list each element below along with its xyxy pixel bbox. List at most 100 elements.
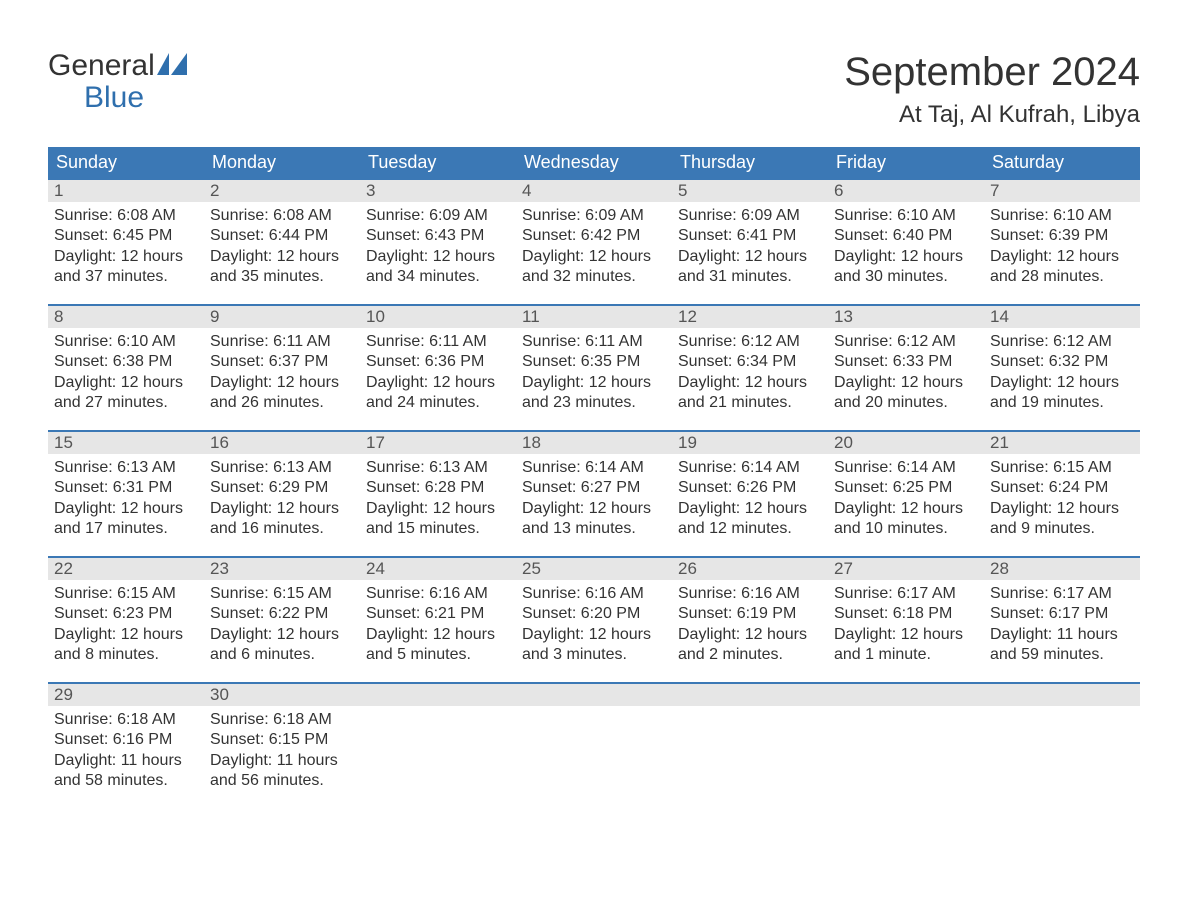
day-body: Sunrise: 6:11 AMSunset: 6:35 PMDaylight:… [516,328,672,424]
sunset-line: Sunset: 6:38 PM [54,352,198,372]
dow-tuesday: Tuesday [360,147,516,178]
sunrise-line: Sunrise: 6:10 AM [834,206,978,226]
day-body: Sunrise: 6:17 AMSunset: 6:17 PMDaylight:… [984,580,1140,676]
sunrise-line: Sunrise: 6:18 AM [54,710,198,730]
daylight-line: Daylight: 12 hours and 24 minutes. [366,373,510,414]
day-body [672,706,828,720]
day-number: 11 [516,304,672,328]
day-cell: 2Sunrise: 6:08 AMSunset: 6:44 PMDaylight… [204,178,360,304]
day-number [828,682,984,706]
sunrise-line: Sunrise: 6:15 AM [990,458,1134,478]
sunrise-line: Sunrise: 6:13 AM [366,458,510,478]
day-body: Sunrise: 6:08 AMSunset: 6:44 PMDaylight:… [204,202,360,298]
logo: General Blue [48,50,187,113]
day-cell: 19Sunrise: 6:14 AMSunset: 6:26 PMDayligh… [672,430,828,556]
sunrise-line: Sunrise: 6:15 AM [54,584,198,604]
sunrise-line: Sunrise: 6:11 AM [366,332,510,352]
day-body: Sunrise: 6:09 AMSunset: 6:42 PMDaylight:… [516,202,672,298]
daylight-line: Daylight: 12 hours and 17 minutes. [54,499,198,540]
dow-wednesday: Wednesday [516,147,672,178]
day-number: 18 [516,430,672,454]
sunset-line: Sunset: 6:25 PM [834,478,978,498]
weeks-container: 1Sunrise: 6:08 AMSunset: 6:45 PMDaylight… [48,178,1140,808]
day-cell: 3Sunrise: 6:09 AMSunset: 6:43 PMDaylight… [360,178,516,304]
day-body: Sunrise: 6:13 AMSunset: 6:29 PMDaylight:… [204,454,360,550]
daylight-line: Daylight: 12 hours and 31 minutes. [678,247,822,288]
day-number [672,682,828,706]
day-body: Sunrise: 6:12 AMSunset: 6:34 PMDaylight:… [672,328,828,424]
day-cell: 27Sunrise: 6:17 AMSunset: 6:18 PMDayligh… [828,556,984,682]
daylight-line: Daylight: 12 hours and 3 minutes. [522,625,666,666]
day-cell: 25Sunrise: 6:16 AMSunset: 6:20 PMDayligh… [516,556,672,682]
day-cell: 26Sunrise: 6:16 AMSunset: 6:19 PMDayligh… [672,556,828,682]
sunrise-line: Sunrise: 6:17 AM [834,584,978,604]
day-number: 21 [984,430,1140,454]
day-body: Sunrise: 6:18 AMSunset: 6:15 PMDaylight:… [204,706,360,802]
day-number: 20 [828,430,984,454]
day-body: Sunrise: 6:18 AMSunset: 6:16 PMDaylight:… [48,706,204,802]
sunset-line: Sunset: 6:43 PM [366,226,510,246]
sunrise-line: Sunrise: 6:12 AM [990,332,1134,352]
dow-thursday: Thursday [672,147,828,178]
sunrise-line: Sunrise: 6:14 AM [522,458,666,478]
calendar: Sunday Monday Tuesday Wednesday Thursday… [48,147,1140,808]
sunset-line: Sunset: 6:36 PM [366,352,510,372]
day-body: Sunrise: 6:11 AMSunset: 6:37 PMDaylight:… [204,328,360,424]
day-cell [360,682,516,808]
day-body: Sunrise: 6:14 AMSunset: 6:26 PMDaylight:… [672,454,828,550]
day-cell: 6Sunrise: 6:10 AMSunset: 6:40 PMDaylight… [828,178,984,304]
day-body: Sunrise: 6:09 AMSunset: 6:43 PMDaylight:… [360,202,516,298]
daylight-line: Daylight: 12 hours and 6 minutes. [210,625,354,666]
day-body: Sunrise: 6:14 AMSunset: 6:27 PMDaylight:… [516,454,672,550]
day-number: 10 [360,304,516,328]
day-body: Sunrise: 6:13 AMSunset: 6:31 PMDaylight:… [48,454,204,550]
sunrise-line: Sunrise: 6:14 AM [678,458,822,478]
sunset-line: Sunset: 6:35 PM [522,352,666,372]
day-body [828,706,984,720]
sunrise-line: Sunrise: 6:10 AM [54,332,198,352]
daylight-line: Daylight: 12 hours and 37 minutes. [54,247,198,288]
day-number: 13 [828,304,984,328]
sunset-line: Sunset: 6:18 PM [834,604,978,624]
day-cell: 30Sunrise: 6:18 AMSunset: 6:15 PMDayligh… [204,682,360,808]
daylight-line: Daylight: 12 hours and 28 minutes. [990,247,1134,288]
dow-sunday: Sunday [48,147,204,178]
day-cell: 12Sunrise: 6:12 AMSunset: 6:34 PMDayligh… [672,304,828,430]
location-subtitle: At Taj, Al Kufrah, Libya [844,101,1140,129]
sunrise-line: Sunrise: 6:13 AM [210,458,354,478]
day-body: Sunrise: 6:10 AMSunset: 6:40 PMDaylight:… [828,202,984,298]
logo-flag-icon [157,50,187,82]
day-cell: 4Sunrise: 6:09 AMSunset: 6:42 PMDaylight… [516,178,672,304]
week-row: 8Sunrise: 6:10 AMSunset: 6:38 PMDaylight… [48,304,1140,430]
daylight-line: Daylight: 12 hours and 19 minutes. [990,373,1134,414]
sunrise-line: Sunrise: 6:09 AM [522,206,666,226]
daylight-line: Daylight: 12 hours and 27 minutes. [54,373,198,414]
dow-monday: Monday [204,147,360,178]
day-body: Sunrise: 6:14 AMSunset: 6:25 PMDaylight:… [828,454,984,550]
day-body: Sunrise: 6:16 AMSunset: 6:21 PMDaylight:… [360,580,516,676]
daylight-line: Daylight: 12 hours and 21 minutes. [678,373,822,414]
sunset-line: Sunset: 6:19 PM [678,604,822,624]
week-row: 22Sunrise: 6:15 AMSunset: 6:23 PMDayligh… [48,556,1140,682]
day-cell: 17Sunrise: 6:13 AMSunset: 6:28 PMDayligh… [360,430,516,556]
month-title: September 2024 [844,50,1140,95]
daylight-line: Daylight: 12 hours and 12 minutes. [678,499,822,540]
day-body: Sunrise: 6:12 AMSunset: 6:32 PMDaylight:… [984,328,1140,424]
day-cell: 7Sunrise: 6:10 AMSunset: 6:39 PMDaylight… [984,178,1140,304]
dow-saturday: Saturday [984,147,1140,178]
day-cell [984,682,1140,808]
sunrise-line: Sunrise: 6:12 AM [678,332,822,352]
day-cell: 20Sunrise: 6:14 AMSunset: 6:25 PMDayligh… [828,430,984,556]
sunset-line: Sunset: 6:45 PM [54,226,198,246]
sunset-line: Sunset: 6:40 PM [834,226,978,246]
day-body: Sunrise: 6:15 AMSunset: 6:22 PMDaylight:… [204,580,360,676]
day-number: 8 [48,304,204,328]
day-number: 9 [204,304,360,328]
day-body: Sunrise: 6:11 AMSunset: 6:36 PMDaylight:… [360,328,516,424]
sunrise-line: Sunrise: 6:16 AM [678,584,822,604]
day-cell: 14Sunrise: 6:12 AMSunset: 6:32 PMDayligh… [984,304,1140,430]
title-block: September 2024 At Taj, Al Kufrah, Libya [844,50,1140,129]
week-row: 29Sunrise: 6:18 AMSunset: 6:16 PMDayligh… [48,682,1140,808]
day-number: 2 [204,178,360,202]
day-cell [672,682,828,808]
